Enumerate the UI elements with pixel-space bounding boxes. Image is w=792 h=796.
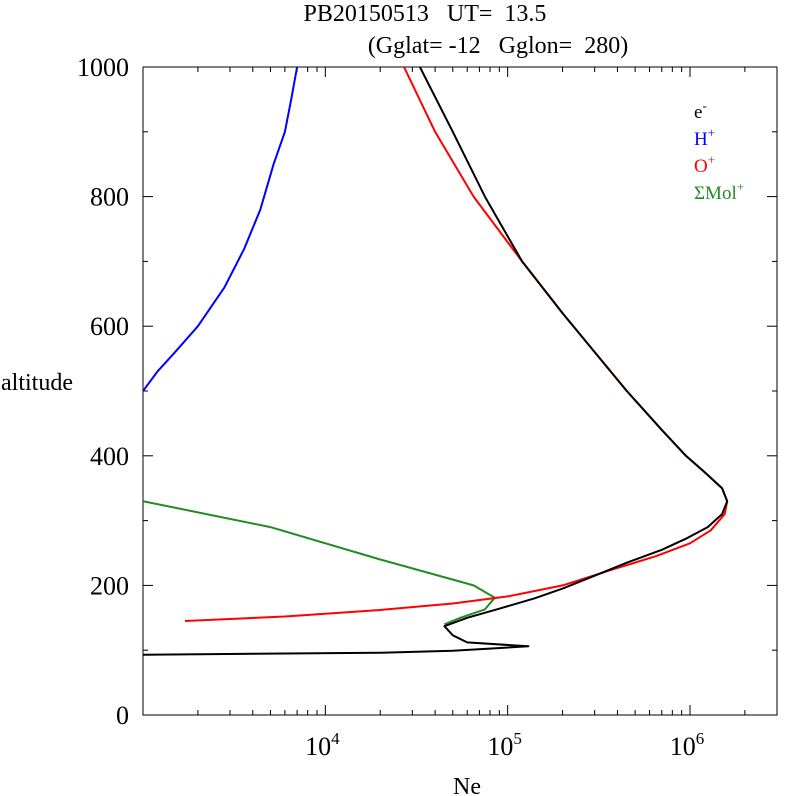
x-tick-label: 104 (305, 729, 340, 761)
y-tick-label: 200 (90, 571, 129, 600)
y-tick-label: 400 (90, 442, 129, 471)
series-line-molecular-ions (143, 500, 496, 626)
chart-title: PB20150513 UT= 13.5 (304, 1, 547, 27)
x-tick-label: 105 (487, 729, 522, 761)
y-axis-label: altitude (1, 370, 73, 396)
series-line-electron (143, 67, 729, 656)
series-line-o-plus (184, 67, 729, 622)
chart-subtitle: (Gglat= -12 Gglon= 280) (368, 33, 628, 59)
y-tick-label: 1000 (77, 53, 129, 82)
legend-entry-o-plus: O+ (694, 152, 715, 177)
legend-entry-h-plus: H+ (694, 125, 715, 150)
x-axis-label: Ne (453, 774, 481, 796)
legend-entry-electron: e- (694, 98, 707, 123)
legend-entry-molecular-ions: ΣMol+ (694, 179, 744, 204)
y-tick-label: 0 (116, 701, 129, 730)
legend: e-H+O+ΣMol+ (694, 98, 744, 204)
y-tick-label: 600 (90, 312, 129, 341)
series-line-h-plus (143, 67, 299, 392)
y-tick-label: 800 (90, 183, 129, 212)
x-tick-label: 106 (670, 729, 705, 761)
